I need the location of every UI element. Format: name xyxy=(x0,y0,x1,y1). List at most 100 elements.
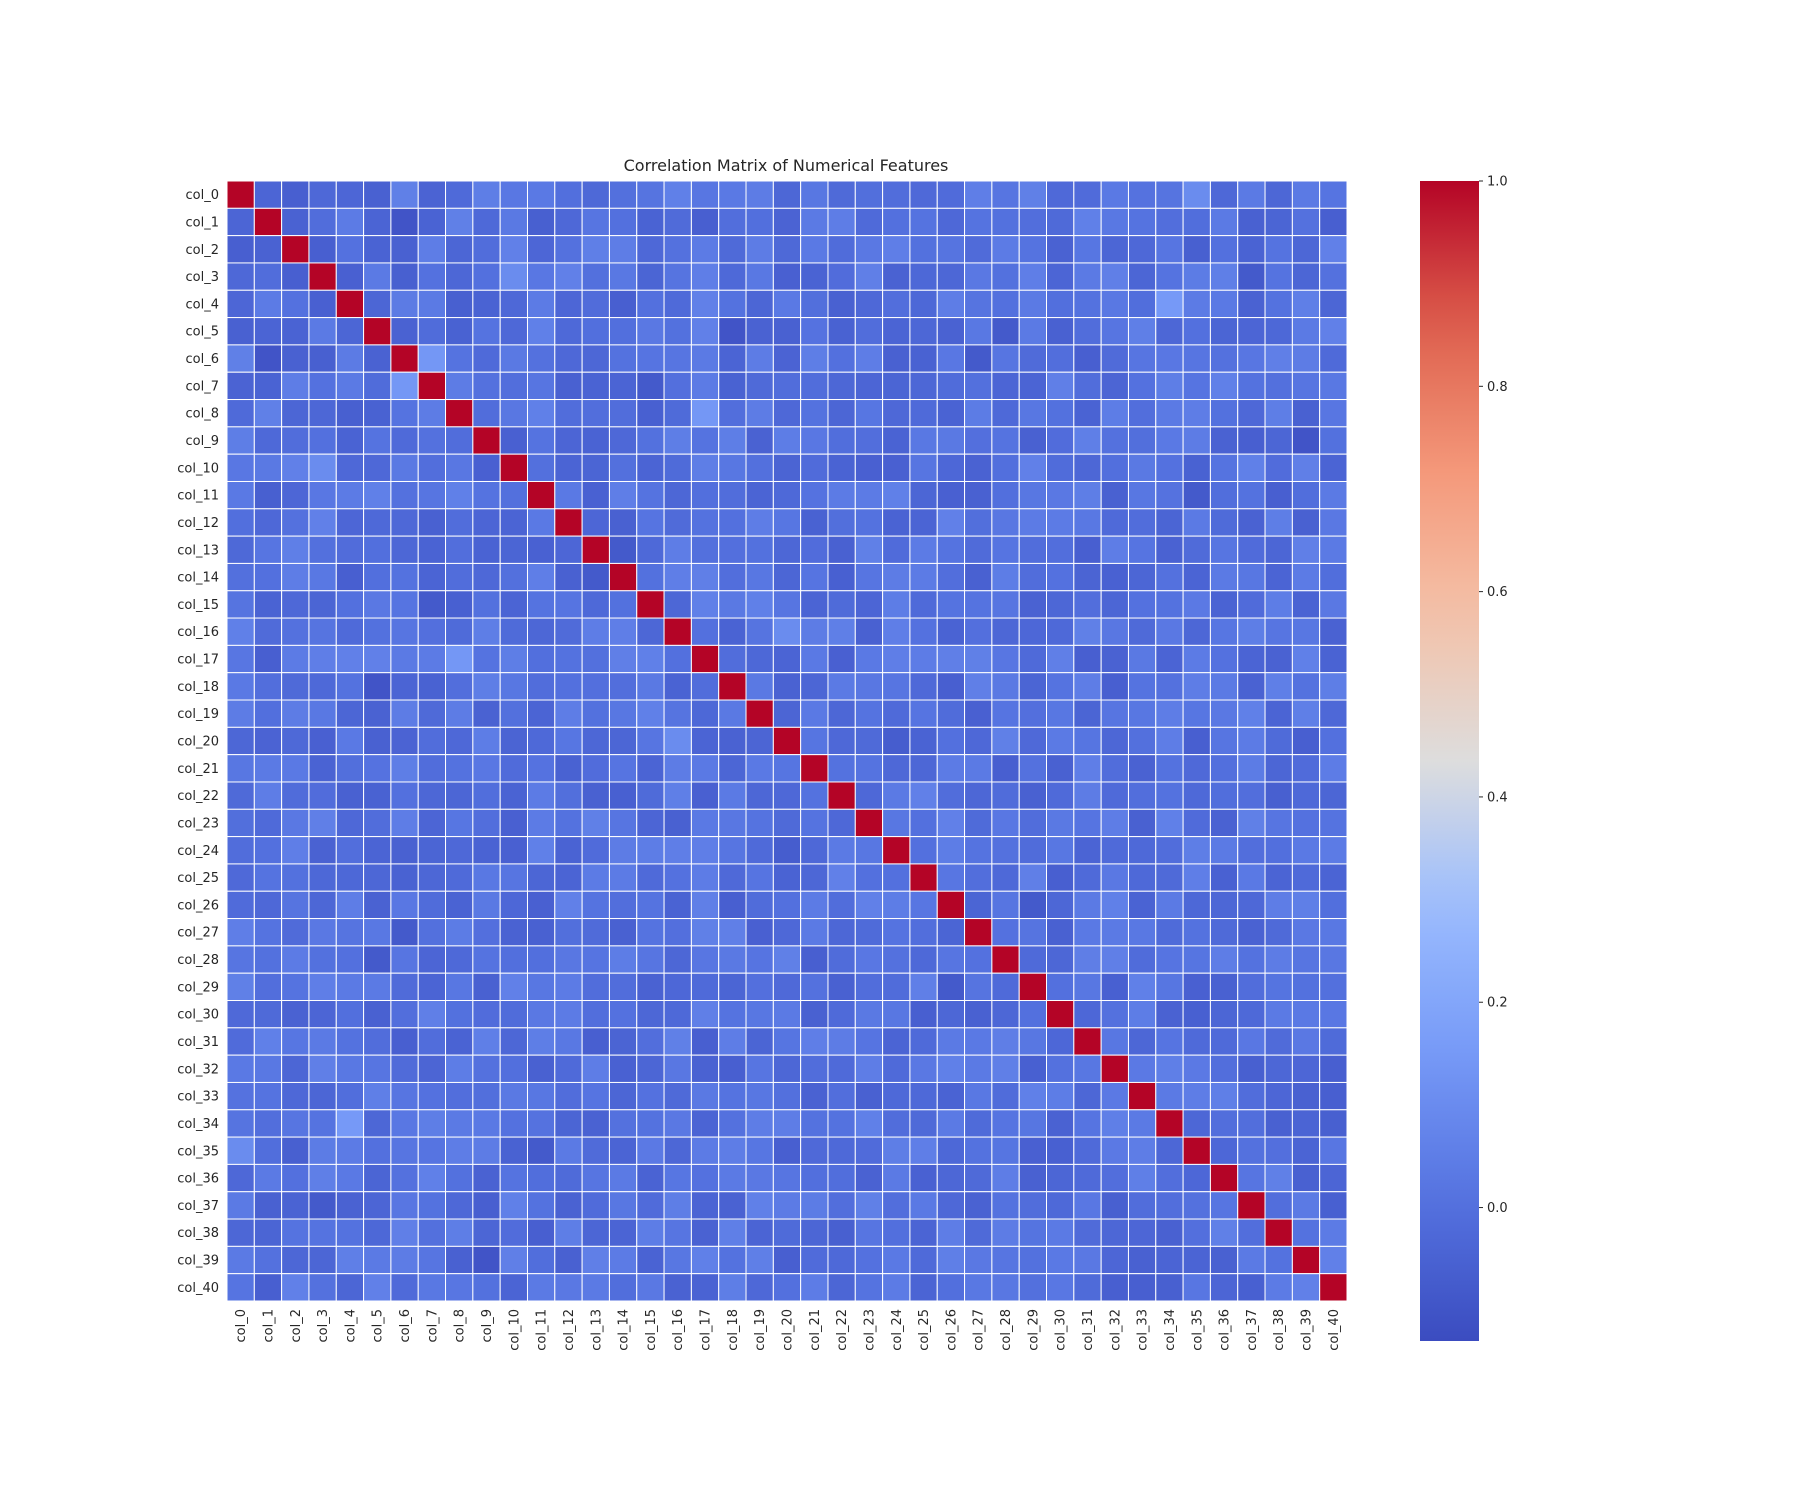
heatmap-cell xyxy=(636,890,665,920)
heatmap-cell xyxy=(800,781,829,810)
heatmap-cell xyxy=(581,480,610,510)
heatmap-cell xyxy=(909,1081,938,1111)
heatmap-cell xyxy=(690,562,720,592)
heatmap-cell xyxy=(526,836,556,865)
heatmap-cell xyxy=(363,289,392,319)
heatmap-cell xyxy=(1319,1273,1348,1302)
heatmap-cell xyxy=(281,590,310,619)
heatmap-cell xyxy=(964,399,993,428)
heatmap-cell xyxy=(554,1109,583,1138)
x-tick-label: col_2 xyxy=(289,1309,304,1342)
heatmap-cell xyxy=(226,1245,255,1275)
heatmap-cell xyxy=(253,836,283,865)
heatmap-cell xyxy=(882,699,911,728)
heatmap-cell xyxy=(718,453,747,482)
heatmap-cell xyxy=(335,1218,365,1247)
heatmap-cell xyxy=(445,863,474,892)
heatmap-cell xyxy=(964,207,993,237)
heatmap-cell xyxy=(854,1191,884,1220)
heatmap-cell xyxy=(1155,972,1184,1002)
heatmap-cell xyxy=(882,1054,911,1083)
heatmap-cell xyxy=(936,644,966,674)
heatmap-cell xyxy=(800,207,829,237)
heatmap-cell xyxy=(1127,1136,1157,1165)
heatmap-cell xyxy=(854,235,884,264)
heatmap-cell xyxy=(1127,863,1157,892)
heatmap-cell xyxy=(472,180,501,209)
heatmap-cell xyxy=(909,590,938,619)
heatmap-cell xyxy=(663,262,692,291)
heatmap-cell xyxy=(690,1027,720,1056)
heatmap-cell xyxy=(991,726,1020,756)
heatmap-cell xyxy=(1209,453,1239,482)
heatmap-cell xyxy=(581,1191,610,1220)
heatmap-cell xyxy=(308,890,337,920)
heatmap-cell xyxy=(526,235,556,264)
heatmap-cell xyxy=(772,699,802,728)
heatmap-cell xyxy=(827,317,856,346)
heatmap-cell xyxy=(335,453,365,482)
heatmap-cell xyxy=(1264,1218,1293,1247)
heatmap-cell xyxy=(1046,754,1075,783)
heatmap-cell xyxy=(608,699,638,728)
heatmap-cell xyxy=(1237,726,1266,756)
y-tick-label: col_36 xyxy=(177,1172,219,1187)
heatmap-cell xyxy=(964,1218,993,1247)
heatmap-cell xyxy=(1291,1109,1321,1138)
heatmap-cell xyxy=(417,890,447,920)
heatmap-cell xyxy=(1319,180,1348,209)
heatmap-cell xyxy=(281,317,310,346)
heatmap-cell xyxy=(363,972,392,1002)
colorbar-tick-label: 0.2 xyxy=(1487,996,1508,1011)
heatmap-cell xyxy=(308,1136,337,1165)
heatmap-cell xyxy=(1237,508,1266,537)
heatmap-cell xyxy=(1155,672,1184,701)
heatmap-cell xyxy=(718,371,747,401)
heatmap-cell xyxy=(554,180,583,209)
heatmap-cell xyxy=(663,399,692,428)
heatmap-cell xyxy=(281,945,310,974)
heatmap-cell xyxy=(1264,726,1293,756)
heatmap-cell xyxy=(581,317,610,346)
heatmap-cell xyxy=(1291,262,1321,291)
heatmap-cell xyxy=(1127,562,1157,592)
heatmap-cell xyxy=(1291,508,1321,537)
colorbar xyxy=(1420,181,1479,1341)
heatmap-cell xyxy=(854,836,884,865)
heatmap-cell xyxy=(663,480,692,510)
heatmap-cell xyxy=(1264,289,1293,319)
heatmap-cell xyxy=(1018,1136,1048,1165)
heatmap-cell xyxy=(1209,1136,1239,1165)
heatmap-cell xyxy=(526,1000,556,1029)
heatmap-cell xyxy=(964,371,993,401)
heatmap-cell xyxy=(445,426,474,455)
heatmap-cell xyxy=(882,562,911,592)
heatmap-cell xyxy=(499,754,528,783)
heatmap-cell xyxy=(335,235,365,264)
heatmap-cell xyxy=(390,590,419,619)
heatmap-cell xyxy=(1291,1081,1321,1111)
heatmap-cell xyxy=(445,590,474,619)
heatmap-cell xyxy=(800,399,829,428)
heatmap-cell xyxy=(690,262,720,291)
y-tick-label: col_12 xyxy=(177,516,219,531)
heatmap-cell xyxy=(636,262,665,291)
heatmap-cell xyxy=(1237,1109,1266,1138)
heatmap-cell xyxy=(1291,972,1321,1002)
heatmap-cell xyxy=(1319,1054,1348,1083)
heatmap-cell xyxy=(417,699,447,728)
heatmap-cell xyxy=(964,1000,993,1029)
heatmap-cell xyxy=(1100,562,1129,592)
heatmap-cell xyxy=(1264,535,1293,564)
heatmap-cell xyxy=(308,808,337,838)
heatmap-cell xyxy=(745,945,774,974)
heatmap-cell xyxy=(800,262,829,291)
heatmap-cell xyxy=(226,590,255,619)
heatmap-cell xyxy=(718,344,747,373)
heatmap-cell xyxy=(445,562,474,592)
heatmap-cell xyxy=(1264,617,1293,646)
heatmap-cell xyxy=(499,644,528,674)
heatmap-cell xyxy=(226,399,255,428)
heatmap-cell xyxy=(1209,1027,1239,1056)
